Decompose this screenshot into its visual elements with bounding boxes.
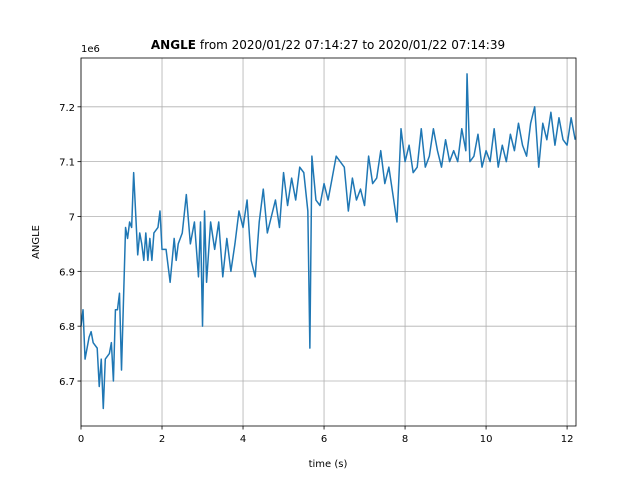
y-tick-label: 6.9 bbox=[59, 267, 75, 278]
y-tick-label: 7.2 bbox=[59, 103, 75, 114]
y-tick-label: 7.1 bbox=[59, 158, 75, 169]
x-tick-label: 2 bbox=[159, 434, 165, 445]
y-tick-label: 7 bbox=[69, 212, 75, 223]
plot-frame bbox=[80, 57, 577, 427]
y-tick-label: 6.8 bbox=[59, 322, 75, 333]
x-tick-label: 6 bbox=[321, 434, 327, 445]
chart-title: ANGLE from 2020/01/22 07:14:27 to 2020/01… bbox=[151, 38, 505, 52]
x-tick-label: 10 bbox=[480, 434, 493, 445]
data-line bbox=[80, 73, 576, 410]
title-bold: ANGLE bbox=[151, 38, 196, 52]
x-tick-label: 12 bbox=[561, 434, 574, 445]
x-tick-label: 0 bbox=[78, 434, 84, 445]
y-axis-label: ANGLE bbox=[31, 225, 42, 259]
y-tick-label: 6.7 bbox=[59, 377, 75, 388]
x-axis-label: time (s) bbox=[309, 459, 348, 470]
x-tick-label: 8 bbox=[402, 434, 408, 445]
title-rest: from 2020/01/22 07:14:27 to 2020/01/22 0… bbox=[200, 38, 505, 52]
y-offset: 1e6 bbox=[81, 44, 100, 55]
x-tick-label: 4 bbox=[240, 434, 246, 445]
